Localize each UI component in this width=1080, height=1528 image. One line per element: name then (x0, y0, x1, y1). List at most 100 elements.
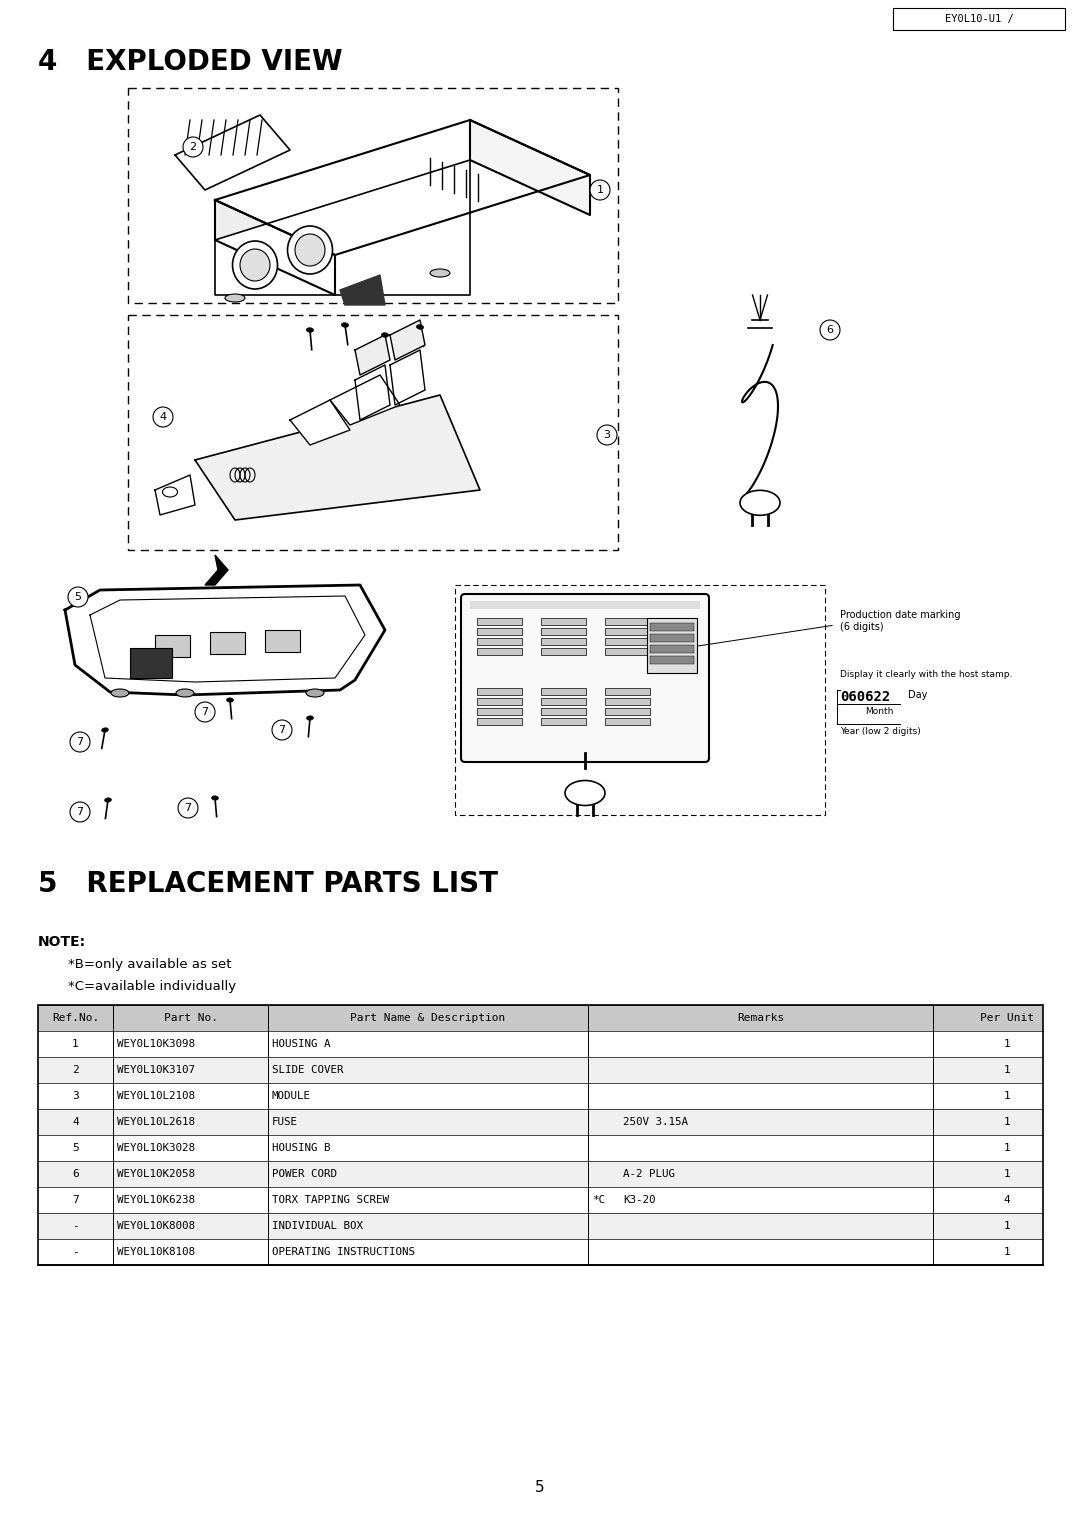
Text: Ref.No.: Ref.No. (52, 1013, 99, 1024)
Text: *C: *C (592, 1195, 605, 1206)
Ellipse shape (740, 490, 780, 515)
Text: Remarks: Remarks (737, 1013, 784, 1024)
Polygon shape (156, 475, 195, 515)
Bar (38, 1109, 1043, 1135)
Circle shape (272, 720, 292, 740)
Text: 5   REPLACEMENT PARTS LIST: 5 REPLACEMENT PARTS LIST (38, 869, 498, 898)
Text: 7: 7 (72, 1195, 79, 1206)
Text: WEY0L10K8008: WEY0L10K8008 (117, 1221, 195, 1232)
Bar (541, 707, 586, 715)
Circle shape (820, 319, 840, 341)
Bar (470, 601, 700, 610)
Ellipse shape (105, 798, 111, 802)
Ellipse shape (295, 234, 325, 266)
Text: SLIDE COVER: SLIDE COVER (272, 1065, 343, 1076)
Text: NOTE:: NOTE: (38, 935, 86, 949)
Bar (605, 688, 650, 695)
Circle shape (590, 180, 610, 200)
Text: -: - (72, 1221, 79, 1232)
Bar (893, 8, 1065, 31)
Circle shape (178, 798, 198, 817)
Text: Part Name & Description: Part Name & Description (350, 1013, 505, 1024)
Text: WEY0L10K8108: WEY0L10K8108 (117, 1247, 195, 1258)
Bar (130, 648, 172, 678)
Polygon shape (390, 350, 426, 405)
Polygon shape (291, 400, 350, 445)
Bar (541, 648, 586, 656)
Polygon shape (215, 121, 590, 255)
Ellipse shape (430, 269, 450, 277)
Ellipse shape (306, 689, 324, 697)
Bar (605, 707, 650, 715)
Text: 1: 1 (72, 1039, 79, 1050)
Polygon shape (195, 396, 480, 520)
Bar (129, 315, 618, 550)
Ellipse shape (341, 322, 349, 327)
Text: FUSE: FUSE (272, 1117, 298, 1128)
Bar (38, 1057, 1043, 1083)
Text: 3: 3 (604, 429, 610, 440)
Bar (477, 648, 522, 656)
Text: EY0L10-U1 /: EY0L10-U1 / (945, 14, 1013, 24)
Circle shape (68, 587, 87, 607)
Bar (38, 1005, 1043, 1031)
Bar (38, 1005, 1043, 1265)
Bar (605, 698, 650, 704)
Text: 6: 6 (826, 325, 834, 335)
Polygon shape (330, 374, 400, 425)
Bar (650, 623, 694, 631)
Text: 1: 1 (1003, 1247, 1011, 1258)
Text: 7: 7 (202, 707, 208, 717)
Text: WEY0L10L2108: WEY0L10L2108 (117, 1091, 195, 1102)
Polygon shape (65, 585, 384, 695)
Text: 1: 1 (1003, 1169, 1011, 1180)
Text: WEY0L10L2618: WEY0L10L2618 (117, 1117, 195, 1128)
Text: 4   EXPLODED VIEW: 4 EXPLODED VIEW (38, 47, 342, 76)
Ellipse shape (240, 249, 270, 281)
Bar (605, 639, 650, 645)
Text: 5: 5 (536, 1481, 544, 1494)
Bar (210, 633, 245, 654)
Bar (650, 634, 694, 642)
Circle shape (70, 732, 90, 752)
Circle shape (195, 701, 215, 723)
Polygon shape (355, 365, 390, 420)
Bar (541, 617, 586, 625)
Text: 3: 3 (72, 1091, 79, 1102)
Bar (477, 718, 522, 724)
Bar (477, 617, 522, 625)
Ellipse shape (111, 689, 129, 697)
Text: WEY0L10K6238: WEY0L10K6238 (117, 1195, 195, 1206)
Bar (605, 718, 650, 724)
Text: POWER CORD: POWER CORD (272, 1169, 337, 1180)
Bar (647, 617, 697, 672)
Bar (38, 1161, 1043, 1187)
Circle shape (183, 138, 203, 157)
Text: 1: 1 (1003, 1065, 1011, 1076)
Text: 1: 1 (1003, 1039, 1011, 1050)
Ellipse shape (287, 226, 333, 274)
Text: 7: 7 (77, 807, 83, 817)
Ellipse shape (225, 293, 245, 303)
Text: WEY0L10K3107: WEY0L10K3107 (117, 1065, 195, 1076)
Ellipse shape (381, 333, 389, 338)
Text: A-2 PLUG: A-2 PLUG (623, 1169, 675, 1180)
Bar (605, 617, 650, 625)
Text: *C=available individually: *C=available individually (68, 979, 237, 993)
Bar (129, 89, 618, 303)
Text: WEY0L10K2058: WEY0L10K2058 (117, 1169, 195, 1180)
Bar (605, 628, 650, 636)
Text: Per Unit: Per Unit (980, 1013, 1034, 1024)
Circle shape (153, 406, 173, 426)
Bar (38, 1213, 1043, 1239)
Text: -: - (72, 1247, 79, 1258)
Ellipse shape (212, 796, 218, 801)
Polygon shape (340, 275, 384, 306)
Text: 7: 7 (185, 804, 191, 813)
Text: *B=only available as set: *B=only available as set (68, 958, 231, 970)
Text: MODULE: MODULE (272, 1091, 311, 1102)
Text: 4: 4 (160, 413, 166, 422)
Ellipse shape (565, 781, 605, 805)
Bar (650, 656, 694, 665)
Text: WEY0L10K3028: WEY0L10K3028 (117, 1143, 195, 1154)
